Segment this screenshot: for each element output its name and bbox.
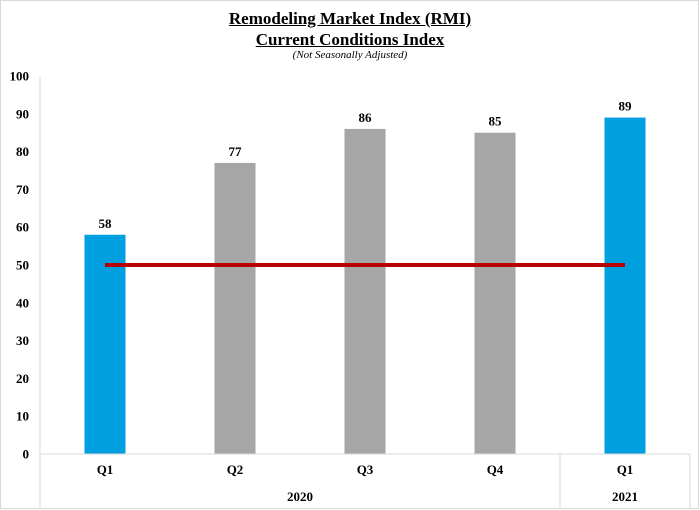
- y-tick-label: 70: [16, 182, 29, 197]
- x-group-label: 2021: [612, 489, 638, 504]
- x-group-label: 2020: [287, 489, 313, 504]
- data-label: 85: [489, 114, 503, 129]
- y-tick-label: 40: [16, 295, 29, 310]
- y-tick-label: 0: [23, 447, 30, 462]
- x-tick-label: Q2: [227, 462, 244, 477]
- data-label: 89: [619, 99, 633, 114]
- y-tick-label: 80: [16, 144, 29, 159]
- y-tick-label: 20: [16, 371, 29, 386]
- data-label: 58: [99, 216, 113, 231]
- chart-subtitle: (Not Seasonally Adjusted): [292, 49, 408, 61]
- bar: [474, 132, 516, 454]
- x-tick-label: Q4: [487, 462, 504, 477]
- x-tick-label: Q1: [97, 462, 114, 477]
- bar: [344, 128, 386, 455]
- y-tick-label: 60: [16, 220, 29, 235]
- bar: [604, 117, 646, 454]
- y-tick-label: 10: [16, 409, 29, 424]
- bar: [214, 162, 256, 454]
- y-tick-label: 30: [16, 333, 29, 348]
- bar: [84, 234, 126, 454]
- y-tick-label: 50: [16, 258, 29, 273]
- y-tick-label: 90: [16, 106, 29, 121]
- data-label: 86: [359, 110, 373, 125]
- x-tick-label: Q1: [617, 462, 634, 477]
- chart-title-line-2: Current Conditions Index: [255, 30, 445, 49]
- x-tick-label: Q3: [357, 462, 374, 477]
- y-tick-label: 100: [10, 69, 30, 84]
- chart-title: Remodeling Market Index (RMI): [228, 9, 472, 28]
- data-label: 77: [229, 144, 243, 159]
